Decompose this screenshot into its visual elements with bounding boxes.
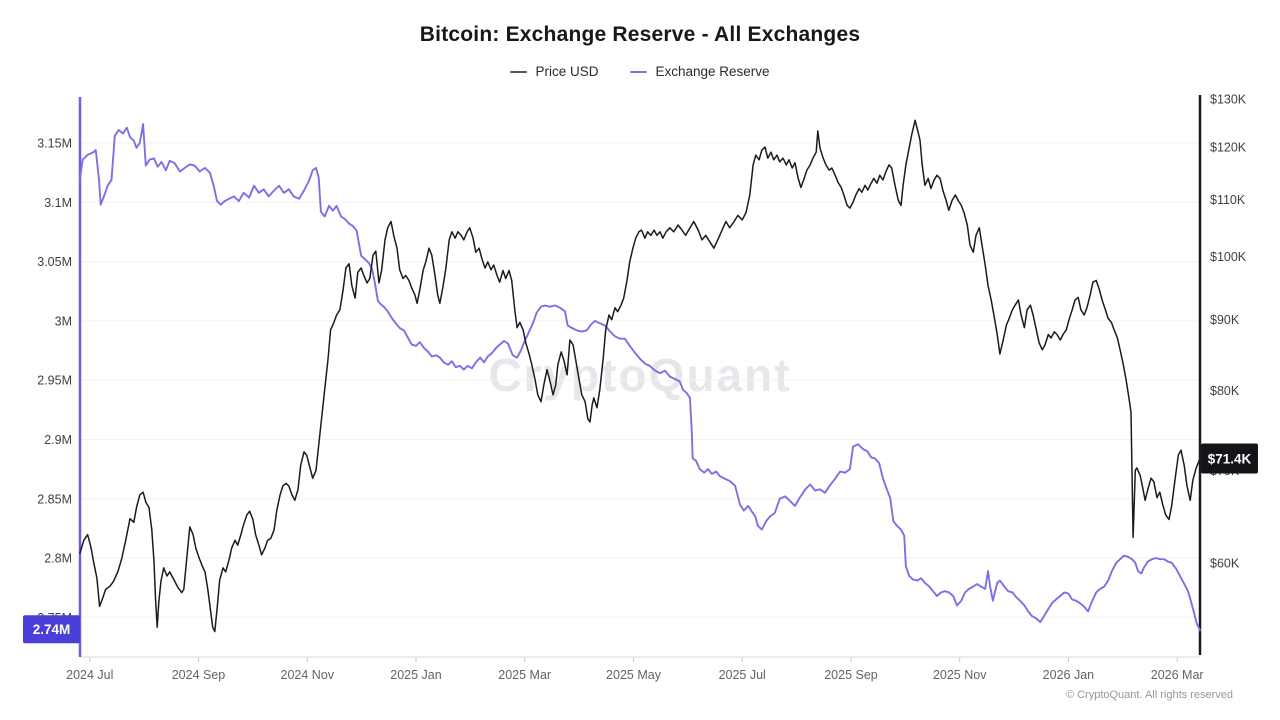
x-tick-label: 2025 Nov [933, 668, 987, 682]
legend-label-exchange-reserve: Exchange Reserve [655, 64, 770, 79]
copyright-footer: © CryptoQuant. All rights reserved [1065, 689, 1233, 701]
x-tick-label: 2026 Jan [1043, 668, 1094, 682]
price-current-badge [1201, 443, 1258, 474]
left-tick-label: 2.9M [44, 433, 72, 447]
price-usd-line [79, 119, 1201, 633]
right-tick-label: $120K [1210, 141, 1247, 155]
legend-item-exchange-reserve[interactable]: Exchange Reserve [630, 64, 770, 79]
x-tick-label: 2025 Sep [824, 668, 878, 682]
exchange-reserve-line [79, 123, 1201, 632]
x-tick-label: 2025 Jan [390, 668, 441, 682]
right-tick-label: $110K [1210, 193, 1246, 207]
legend-item-price-usd[interactable]: Price USD [510, 64, 598, 79]
price-current-badge-label: $71.4K [1208, 451, 1252, 466]
reserve-current-badge-label: 2.74M [33, 622, 71, 637]
right-tick-label: $130K [1210, 93, 1247, 107]
x-tick-label: 2024 Sep [172, 668, 226, 682]
left-tick-label: 3M [55, 314, 72, 328]
right-tick-label: $100K [1210, 250, 1247, 264]
x-tick-label: 2024 Nov [281, 668, 335, 682]
x-tick-label: 2025 Jul [719, 668, 766, 682]
x-tick-label: 2026 Mar [1151, 668, 1204, 682]
left-tick-label: 2.85M [37, 492, 72, 506]
x-tick-label: 2025 Mar [498, 668, 551, 682]
chart-legend: Price USD Exchange Reserve [0, 64, 1280, 79]
reserve-line-swatch-icon [630, 70, 648, 73]
right-tick-label: $90K [1210, 313, 1240, 327]
left-tick-label: 3.05M [37, 255, 72, 269]
right-tick-label: $60K [1210, 556, 1240, 570]
left-tick-label: 3.15M [37, 137, 72, 151]
x-tick-label: 2024 Jul [66, 668, 113, 682]
left-tick-label: 2.95M [37, 374, 72, 388]
left-tick-label: 2.8M [44, 552, 72, 566]
legend-label-price-usd: Price USD [535, 64, 599, 79]
price-line-swatch-icon [510, 70, 528, 73]
left-tick-label: 3.1M [44, 196, 72, 210]
x-tick-label: 2025 May [606, 668, 662, 682]
right-tick-label: $80K [1210, 384, 1240, 398]
reserve-current-badge [23, 615, 80, 644]
chart-title: Bitcoin: Exchange Reserve - All Exchange… [419, 23, 861, 46]
